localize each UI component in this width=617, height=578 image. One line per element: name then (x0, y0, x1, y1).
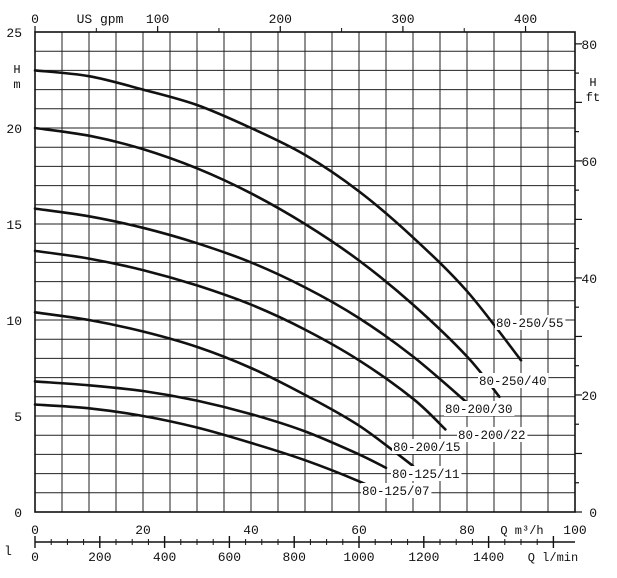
lmin-axis-tick-label: 1400 (473, 550, 504, 565)
curve-label-80-125-07: 80-125/07 (362, 485, 430, 499)
left-axis-tick-label: 25 (6, 26, 22, 41)
pump-curve-80-200-22 (33, 249, 447, 431)
left-axis-tick-label: 5 (14, 410, 22, 425)
lmin-axis-tick-label: 0 (31, 550, 39, 565)
bottom-axis-unit-label: Q m³/h (500, 524, 543, 538)
left-axis-tick-label: 20 (6, 122, 22, 137)
curve-label-backing (391, 466, 462, 481)
pump-curve-80-125-07 (33, 403, 393, 498)
curve-label-backing (361, 483, 432, 498)
top-axis-tick-label: 400 (514, 12, 537, 27)
lmin-axis-tick-label: 600 (218, 550, 241, 565)
bottom-axis-tick-label: 80 (459, 523, 475, 538)
bottom-axis-tick-label: 0 (31, 523, 39, 538)
curve-label-backing (444, 401, 515, 416)
right-axis-unit-letter: ft (586, 91, 600, 105)
curve-label-80-125-11: 80-125/11 (392, 468, 460, 482)
pump-curve-80-200-15 (33, 311, 415, 468)
lmin-axis-tick-label: 400 (153, 550, 176, 565)
bottom-axis-tick-label: 40 (243, 523, 259, 538)
left-axis-unit-letter: H (13, 63, 20, 77)
curve-label-backing (392, 439, 463, 454)
bottom-axis-tick-label: 20 (135, 523, 151, 538)
lmin-axis-tick-label: 800 (282, 550, 305, 565)
top-axis-unit-label: US gpm (77, 12, 124, 27)
curve-label-80-200-22: 80-200/22 (458, 429, 526, 443)
right-axis-tick-label: 60 (581, 155, 597, 170)
top-axis-tick-label: 300 (391, 12, 414, 27)
right-axis-tick-label: 40 (581, 272, 597, 287)
left-axis-tick-label: 15 (6, 218, 22, 233)
curve-label-80-250-55: 80-250/55 (496, 317, 564, 331)
top-axis-tick-label: 200 (269, 12, 292, 27)
lmin-axis-corner-mark: l (4, 544, 12, 559)
pump-curve-80-125-11 (33, 380, 388, 470)
curve-label-80-200-15: 80-200/15 (393, 441, 461, 455)
right-axis-tick-label: 80 (581, 38, 597, 53)
top-axis-tick-label: 100 (146, 12, 169, 27)
left-axis-unit-letter: m (13, 78, 20, 92)
right-axis-tick-label: 20 (581, 389, 597, 404)
lmin-axis-tick-label: 1200 (408, 550, 439, 565)
left-axis-tick-label: 0 (14, 506, 22, 521)
curve-label-80-200-30: 80-200/30 (445, 403, 513, 417)
pump-curve-80-200-30 (33, 207, 469, 404)
curve-label-backing (478, 373, 549, 388)
bottom-axis-tick-label: 100 (563, 523, 586, 538)
right-axis-unit-letter: H (589, 76, 596, 90)
curve-label-backing (457, 427, 528, 442)
top-axis-tick-label: 0 (31, 12, 39, 27)
pump-curve-80-250-40 (33, 126, 501, 399)
bottom-axis-tick-label: 60 (351, 523, 367, 538)
left-axis-tick-label: 10 (6, 314, 22, 329)
curve-label-backing (495, 315, 566, 330)
right-axis-tick-label: 0 (589, 506, 597, 521)
lmin-axis-tick-label: 1000 (343, 550, 374, 565)
lmin-axis-unit-label: Q l/min (528, 551, 578, 565)
pump-curve-80-250-55 (33, 69, 523, 362)
plot-frame (34, 31, 576, 513)
pump-curves (33, 69, 523, 498)
lmin-axis-tick-label: 200 (88, 550, 111, 565)
curve-label-80-250-40: 80-250/40 (479, 375, 547, 389)
